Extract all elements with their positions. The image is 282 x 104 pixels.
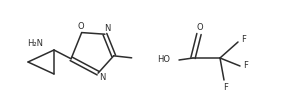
Text: N: N <box>104 24 110 33</box>
Text: O: O <box>77 22 84 31</box>
Text: N: N <box>99 73 105 82</box>
Text: H₂N: H₂N <box>27 40 43 48</box>
Text: F: F <box>242 35 246 45</box>
Text: F: F <box>224 82 228 92</box>
Text: HO: HO <box>157 56 170 64</box>
Text: F: F <box>244 61 248 71</box>
Text: O: O <box>197 22 203 32</box>
